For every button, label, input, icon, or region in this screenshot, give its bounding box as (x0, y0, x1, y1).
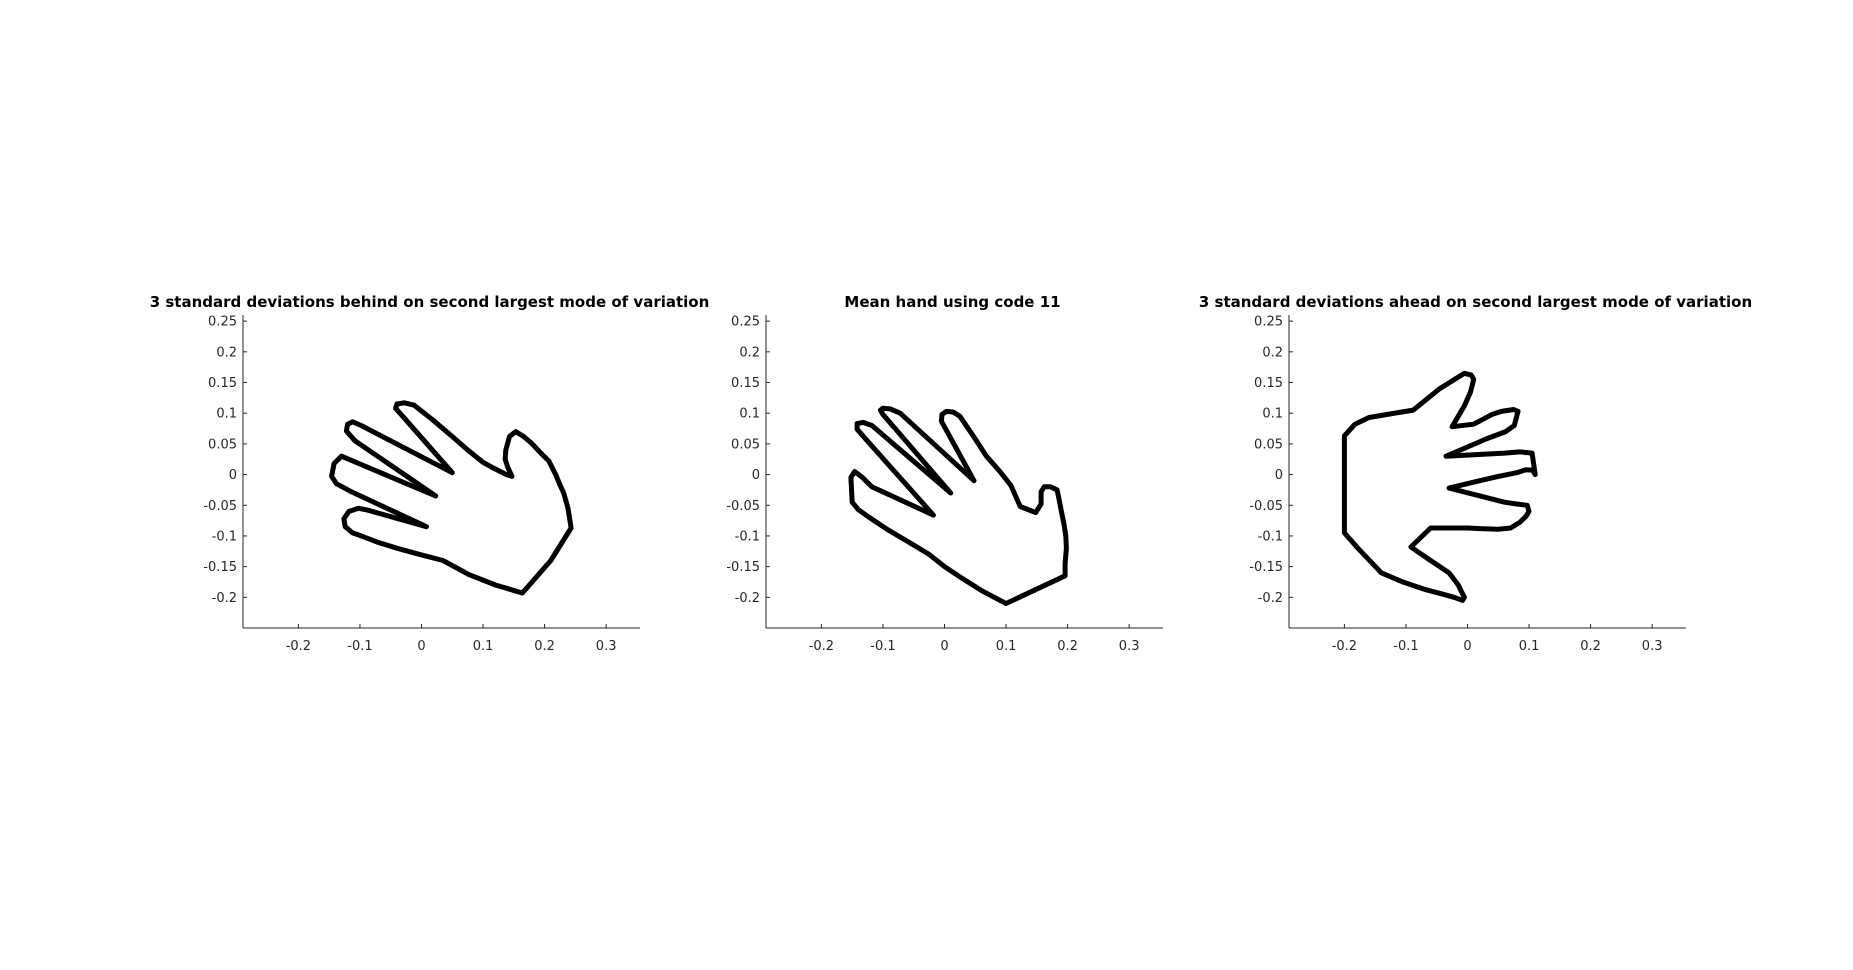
subplot-2-x-tick-label: -0.1 (870, 639, 895, 654)
subplot-1-y-tick-label: 0.2 (216, 345, 237, 360)
subplot-3-y-tick-label: -0.15 (1249, 560, 1283, 575)
subplot-2-y-tick-label: 0.2 (739, 345, 760, 360)
subplot-2-x-tick-label: 0.2 (1057, 639, 1078, 654)
subplot-1-y-tick-label: 0 (229, 468, 237, 483)
subplot-1-y-tick-label: -0.05 (203, 499, 237, 514)
subplot-2-y-tick-label: -0.05 (726, 499, 760, 514)
subplot-3-x-tick-label: 0.2 (1580, 639, 1601, 654)
subplot-2-title: Mean hand using code 11 (844, 293, 1060, 311)
subplot-1-y-tick-label: 0.1 (216, 407, 237, 422)
subplot-1-x-tick-label: 0 (417, 639, 425, 654)
subplot-1-hand-outline (329, 400, 574, 596)
subplot-3: 3 standard deviations ahead on second la… (1199, 293, 1752, 654)
subplot-1-x-tick-label: -0.2 (286, 639, 311, 654)
subplot-1-axes: -0.2 -0.1 0 0.1 0.2 0.3 0.25 0.2 0.15 0.1 0.05 0 -0.… (203, 315, 640, 654)
subplot-3-title: 3 standard deviations ahead on second la… (1199, 293, 1752, 311)
subplot-2-axes: -0.2 -0.1 0 0.1 0.2 0.3 0.25 0.2 0.15 0.1 0.05 0 -0.… (726, 315, 1163, 654)
subplot-2-plot-area (848, 405, 1069, 606)
subplot-2-y-tick-label: -0.15 (726, 560, 760, 575)
subplot-3-y-tick-label: 0.05 (1254, 437, 1283, 452)
subplot-2-x-tick-label: 0.3 (1119, 639, 1140, 654)
subplot-2-y-tick-label: 0.1 (739, 407, 760, 422)
subplot-1-plot-area (329, 400, 574, 596)
subplot-3-y-tick-label: 0.1 (1262, 407, 1283, 422)
subplot-3-y-tick-label: 0.15 (1254, 376, 1283, 391)
subplot-3-y-tick-label: 0.2 (1262, 345, 1283, 360)
subplot-1-x-tick-label: 0.1 (473, 639, 494, 654)
subplot-3-y-tick-label: -0.2 (1258, 591, 1283, 606)
subplot-2-y-tick-label: 0 (752, 468, 760, 483)
subplot-3-x-tick-label: -0.1 (1393, 639, 1418, 654)
subplot-1-x-tick-label: 0.2 (534, 639, 555, 654)
subplot-2-y-tick-label: 0.15 (731, 376, 760, 391)
subplot-3-x-tick-label: 0.1 (1519, 639, 1540, 654)
subplot-2-y-tick-label: -0.2 (735, 591, 760, 606)
subplot-2-y-tick-label: -0.1 (735, 529, 760, 544)
subplot-2-x-tick-label: 0 (940, 639, 948, 654)
subplot-2-x-tick-label: -0.2 (809, 639, 834, 654)
subplot-2: Mean hand using code 11 -0.2 -0.1 0 0.1 0.2 0… (726, 293, 1163, 654)
subplot-3-x-tick-label: 0 (1463, 639, 1471, 654)
subplot-1-y-tick-label: 0.05 (208, 437, 237, 452)
subplot-3-x-tick-label: 0.3 (1642, 639, 1663, 654)
subplot-3-y-tick-label: -0.1 (1258, 529, 1283, 544)
subplot-3-hand-outline (1341, 370, 1538, 603)
subplot-1-y-tick-label: 0.25 (208, 315, 237, 330)
subplot-3-x-tick-label: -0.2 (1332, 639, 1357, 654)
subplot-1-title: 3 standard deviations behind on second l… (150, 293, 710, 311)
subplot-1-y-tick-label: -0.2 (212, 591, 237, 606)
subplot-2-y-tick-label: 0.05 (731, 437, 760, 452)
subplot-3-y-tick-label: 0 (1275, 468, 1283, 483)
subplot-2-y-tick-label: 0.25 (731, 315, 760, 330)
subplot-1-y-tick-label: -0.1 (212, 529, 237, 544)
subplot-3-axes: -0.2 -0.1 0 0.1 0.2 0.3 0.25 0.2 0.15 0.1 0.05 0 -0.… (1249, 315, 1686, 654)
subplot-1-y-tick-label: 0.15 (208, 376, 237, 391)
subplot-3-y-tick-label: 0.25 (1254, 315, 1283, 330)
subplot-2-hand-outline (848, 405, 1069, 606)
subplot-1-y-tick-label: -0.15 (203, 560, 237, 575)
subplot-1-x-tick-label: 0.3 (596, 639, 617, 654)
subplot-1: 3 standard deviations behind on second l… (150, 293, 710, 654)
subplot-2-x-tick-label: 0.1 (996, 639, 1017, 654)
subplot-3-y-tick-label: -0.05 (1249, 499, 1283, 514)
subplot-3-plot-area (1341, 370, 1538, 603)
subplot-1-x-tick-label: -0.1 (347, 639, 372, 654)
